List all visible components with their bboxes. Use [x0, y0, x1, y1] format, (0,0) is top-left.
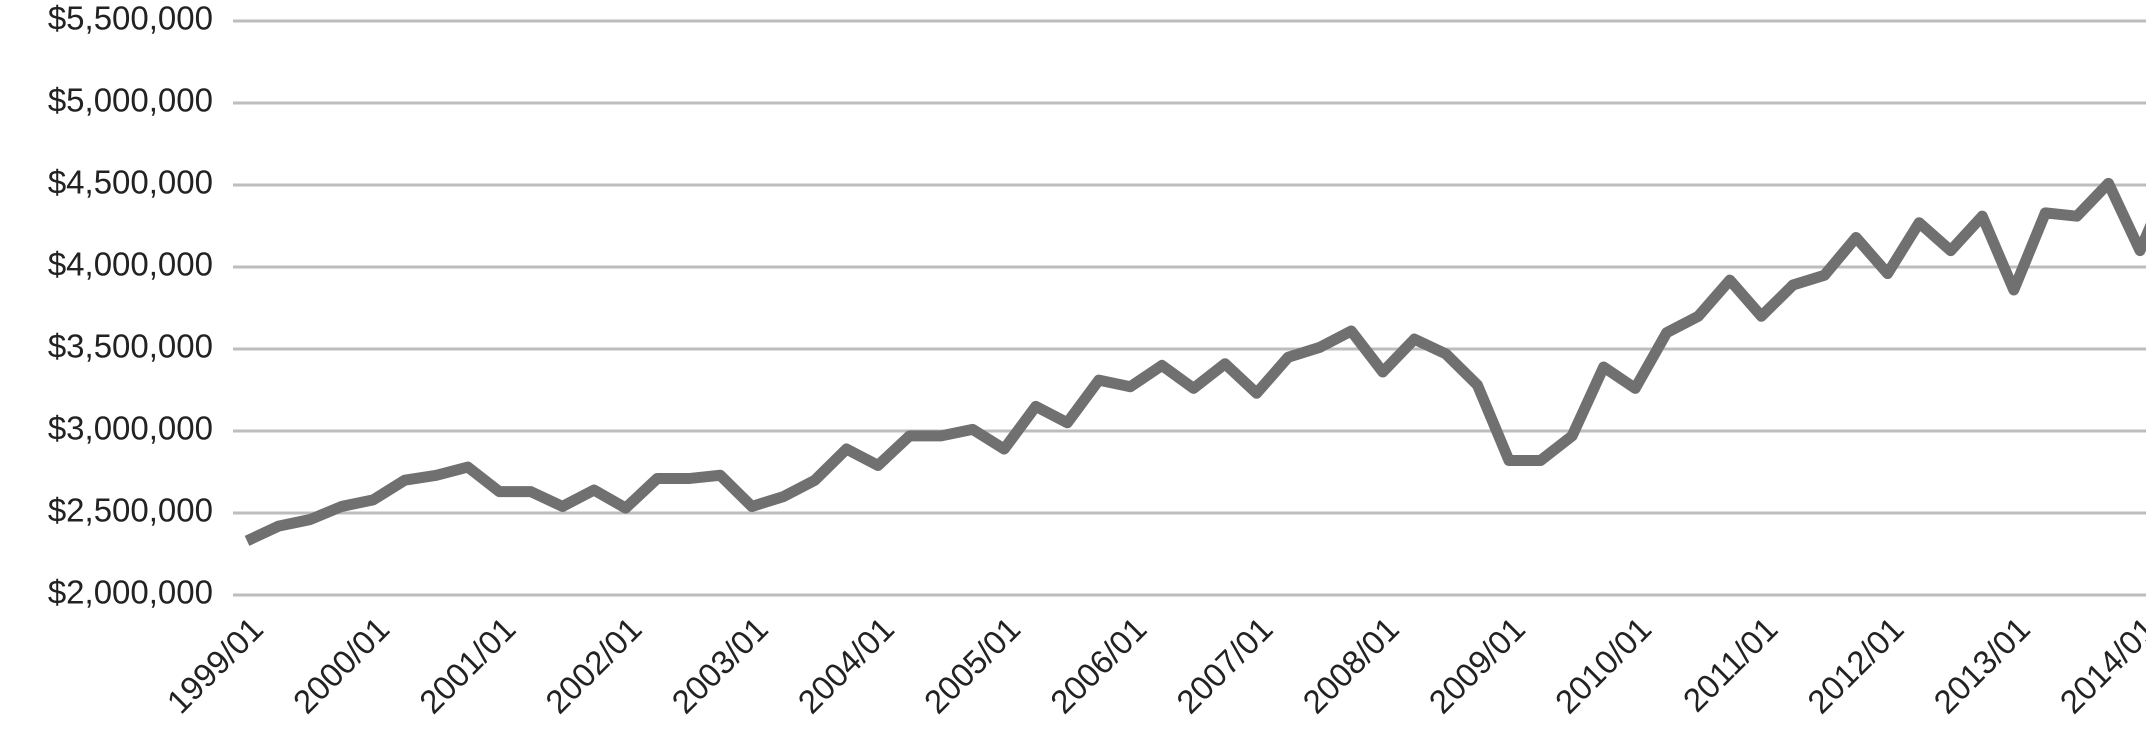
- x-tick-label: 2013/01: [1926, 610, 2037, 721]
- x-tick-label: 2003/01: [664, 610, 775, 721]
- x-tick-label: 2006/01: [1043, 610, 1154, 721]
- x-tick-label: 2012/01: [1800, 610, 1911, 721]
- x-tick-label: 2014/01: [2053, 610, 2146, 721]
- y-tick-label: $4,500,000: [48, 164, 213, 201]
- x-tick-label: 2004/01: [791, 610, 902, 721]
- x-tick-label: 1999/01: [160, 610, 271, 721]
- x-tick-label: 2001/01: [412, 610, 523, 721]
- x-tick-label: 2010/01: [1548, 610, 1659, 721]
- x-tick-label: 2008/01: [1295, 610, 1406, 721]
- y-tick-label: $5,500,000: [48, 0, 213, 37]
- y-tick-label: $3,000,000: [48, 410, 213, 447]
- x-tick-label: 2000/01: [286, 610, 397, 721]
- y-tick-label: $5,000,000: [48, 82, 213, 119]
- data-line: [244, 177, 2146, 546]
- x-tick-label: 2011/01: [1676, 610, 1785, 719]
- y-tick-label: $2,500,000: [48, 492, 213, 529]
- y-tick-label: $3,500,000: [48, 328, 213, 365]
- x-tick-label: 2007/01: [1169, 610, 1280, 721]
- y-tick-label: $2,000,000: [48, 574, 213, 611]
- x-tick-label: 2009/01: [1422, 610, 1533, 721]
- x-tick-label: 2002/01: [538, 610, 649, 721]
- y-tick-label: $4,000,000: [48, 246, 213, 283]
- x-tick-label: 2005/01: [917, 610, 1028, 721]
